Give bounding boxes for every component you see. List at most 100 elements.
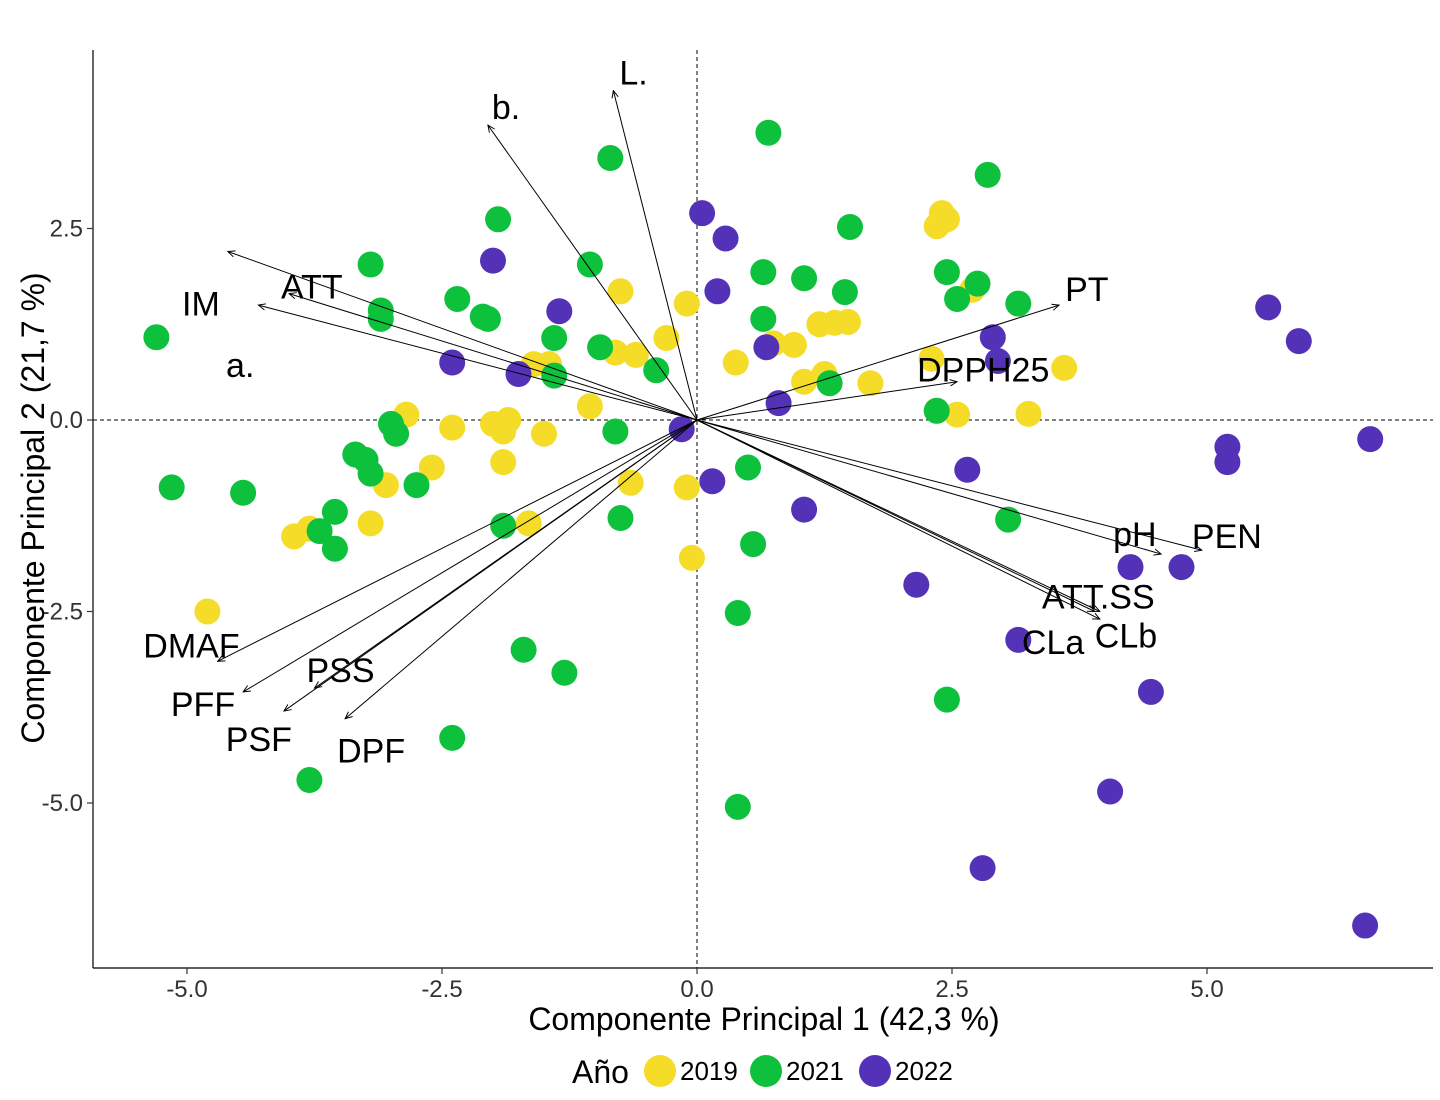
axes: -5.0 -2.5 0.0 2.5 5.0 -5.0 -2.5 0.0 2.5 [42,50,1433,1003]
data-point-2021 [541,325,568,352]
data-point-2021 [724,600,751,627]
data-point-2021 [597,145,624,172]
data-point-2021 [439,724,466,751]
data-point-2022 [480,247,506,274]
loading-arrow-DPPH25 [696,382,957,421]
loading-label-ATTSS: ATT.SS [1042,579,1155,617]
data-point-2022 [984,348,1011,375]
data-point-2021 [367,305,394,332]
data-point-2022 [1214,449,1241,476]
data-point-2022 [1097,778,1124,805]
data-point-2021 [724,793,751,820]
data-point-2021 [485,206,512,233]
loading-label-PSF: PSF [226,721,292,759]
data-point-2019 [678,544,705,571]
data-point-2022 [753,334,780,361]
data-point-2022 [903,571,930,598]
data-point-2022 [704,278,731,305]
loading-label-DPPH25: DPPH25 [917,352,1049,390]
data-point-2019 [607,278,634,305]
data-point-2021 [995,506,1022,533]
loading-arrow-CLb [696,419,1095,612]
data-points [143,119,1384,939]
data-point-2019 [791,368,818,395]
data-point-2021 [357,460,384,487]
data-point-2019 [928,200,955,227]
loading-arrow-PT [696,305,1059,421]
data-point-2019 [576,393,603,420]
data-point-2021 [444,285,471,312]
data-point-2021 [321,498,348,525]
legend-label-2021: 2021 [786,1056,844,1086]
legend-label-2019: 2019 [680,1056,738,1086]
data-point-2019 [653,325,680,352]
loading-arrow-DPF [345,419,698,719]
data-point-2019 [357,510,384,537]
loading-arrow-L [613,91,698,421]
data-point-2019 [490,449,517,476]
loading-label-ATT: ATT [281,269,343,307]
data-point-2022 [1285,328,1312,355]
data-point-2021 [944,285,971,312]
data-point-2022 [699,468,726,495]
loading-arrow-PEN [696,419,1202,550]
x-tick-label: 0.0 [680,976,713,1003]
loading-label-PEN: PEN [1192,518,1262,556]
loading-arrow-a [258,305,698,421]
data-point-2019 [673,290,700,317]
loading-arrow-DMAF [218,419,698,661]
data-point-2019 [1051,354,1078,381]
data-point-2022 [791,496,818,523]
data-point-2021 [602,418,629,445]
data-point-2019 [918,345,945,372]
data-point-2021 [831,279,858,306]
data-point-2019 [622,341,649,368]
loading-arrow-pH [696,419,1161,554]
loading-arrow-ATT [289,294,698,421]
data-point-2019 [834,308,861,335]
data-point-2021 [816,370,843,397]
data-point-2022 [439,349,466,376]
y-tick-label: -2.5 [42,599,83,626]
data-point-2021 [837,213,863,240]
data-point-2021 [750,305,777,332]
legend-title: Año [572,1054,629,1090]
loading-arrow-IM [228,251,698,421]
data-point-2022 [1117,554,1144,581]
data-point-2022 [954,456,981,483]
data-point-2021 [321,535,348,562]
data-point-2021 [403,472,430,499]
data-point-2021 [923,397,950,424]
data-point-2019 [673,474,700,501]
loading-label-DPF: DPF [337,733,405,771]
loading-label-PSS: PSS [307,652,375,690]
loading-label-L: L. [619,55,647,93]
data-point-2019 [418,454,445,481]
data-point-2021 [974,161,1001,188]
data-point-2021 [750,259,777,286]
x-tick-label: 2.5 [935,976,968,1003]
reference-lines [93,50,1433,968]
loading-label-pH: pH [1113,516,1156,554]
legend-swatch-2019 [644,1055,676,1087]
x-tick-label: 5.0 [1190,976,1223,1003]
data-point-2021 [383,420,410,447]
loading-label-b: b. [492,89,520,127]
data-point-2019 [194,598,221,625]
loading-label-CLa: CLa [1022,624,1084,662]
data-point-2021 [587,334,614,361]
data-point-2021 [740,531,767,558]
legend: Año 2019 2021 2022 [572,1054,953,1090]
data-point-2021 [791,265,818,292]
data-point-2019 [780,331,807,358]
data-point-2022 [1352,912,1379,939]
data-point-2021 [607,505,634,532]
data-point-2021 [576,251,603,278]
data-point-2022 [1255,294,1282,321]
data-point-2021 [964,270,991,297]
data-point-2021 [1005,290,1032,317]
loading-label-a: a. [226,347,254,385]
loading-label-PT: PT [1065,271,1108,309]
y-tick-label: 0.0 [50,407,83,434]
data-point-2021 [490,512,517,539]
